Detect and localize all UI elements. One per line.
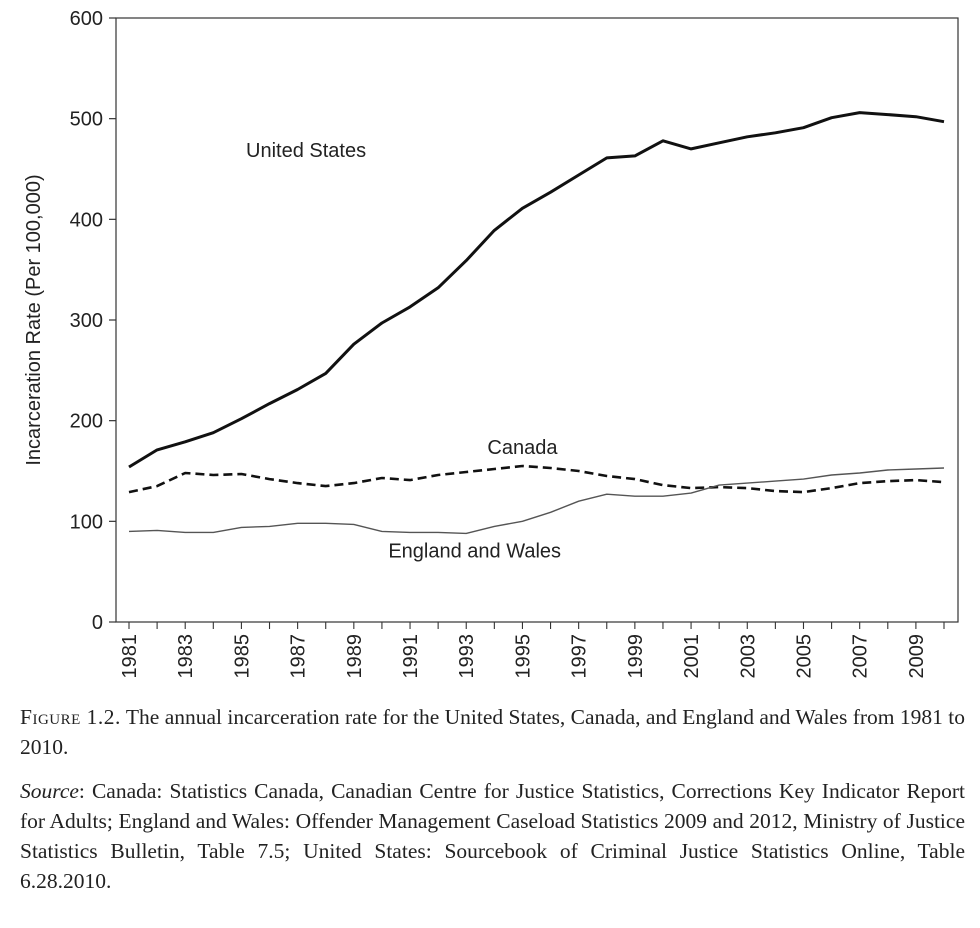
x-tick-label: 1989 [344, 634, 366, 679]
series-label-england-and-wales: England and Wales [388, 541, 561, 563]
plot-frame [115, 17, 959, 623]
x-tick-label: 2009 [906, 634, 928, 679]
y-tick-label: 300 [70, 310, 103, 332]
plot-area: 0 100 200 300 400 500 600 Incarceration Rate (P… [23, 8, 959, 679]
x-tick-label: 1983 [175, 634, 197, 679]
series-line-england-and-wales [128, 467, 945, 535]
x-tick-label: 1981 [119, 634, 141, 679]
source-label: Source [20, 779, 79, 803]
y-tick-label: 600 [70, 8, 103, 30]
y-tick-label: 0 [92, 612, 103, 634]
y-tick-label: 500 [70, 109, 103, 131]
series-line-united-states [128, 111, 945, 469]
y-axis-title: Incarceration Rate (Per 100,000) [23, 174, 45, 465]
x-tick-label: 1993 [456, 634, 478, 679]
figure-caption: Figure 1.2. The annual incarceration rat… [20, 702, 965, 762]
figure-caption-text: The annual incarceration rate for the Un… [20, 705, 965, 759]
x-tick-label: 1995 [512, 634, 534, 679]
x-tick-label: 1987 [288, 634, 310, 679]
figure-label: Figure 1.2. [20, 705, 121, 729]
series-line-canada [128, 464, 945, 494]
x-tick-label: 2005 [793, 634, 815, 679]
y-tick-label: 100 [70, 511, 103, 533]
x-tick-label: 1999 [625, 634, 647, 679]
series-label-canada: Canada [487, 437, 558, 459]
x-tick-label: 1997 [569, 634, 591, 679]
x-tick-label: 2003 [737, 634, 759, 679]
x-tick-label: 2007 [850, 634, 872, 679]
x-tick-label: 2001 [681, 634, 703, 679]
x-tick-label: 1991 [400, 634, 422, 679]
y-tick-label: 200 [70, 411, 103, 433]
source-caption: Source: Canada: Statistics Canada, Canad… [20, 776, 965, 896]
source-text: : Canada: Statistics Canada, Canadian Ce… [20, 779, 965, 893]
line-chart: 0 100 200 300 400 500 600 Incarceration Rate (P… [23, 8, 959, 679]
x-tick-label: 1985 [231, 634, 253, 679]
series-label-united-states: United States [246, 140, 366, 162]
y-tick-label: 400 [70, 209, 103, 231]
